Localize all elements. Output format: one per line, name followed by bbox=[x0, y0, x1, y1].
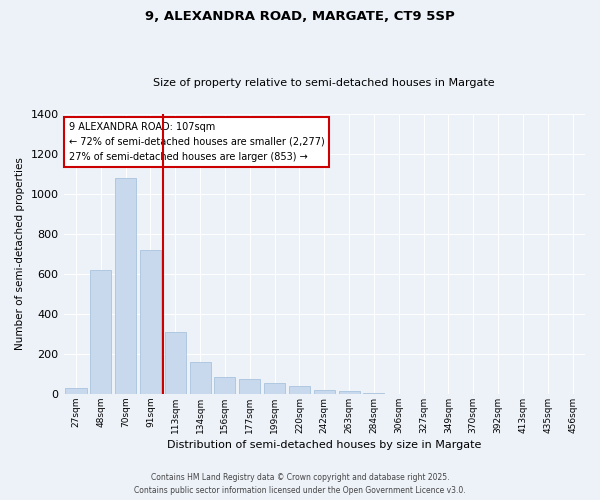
Bar bbox=[338, 391, 359, 394]
Bar bbox=[264, 383, 285, 394]
Text: Contains HM Land Registry data © Crown copyright and database right 2025.
Contai: Contains HM Land Registry data © Crown c… bbox=[134, 473, 466, 495]
Text: 9 ALEXANDRA ROAD: 107sqm
← 72% of semi-detached houses are smaller (2,277)
27% o: 9 ALEXANDRA ROAD: 107sqm ← 72% of semi-d… bbox=[69, 122, 325, 162]
Bar bbox=[190, 362, 211, 394]
Bar bbox=[364, 393, 385, 394]
Bar bbox=[140, 250, 161, 394]
Bar bbox=[214, 377, 235, 394]
Bar bbox=[289, 386, 310, 394]
Text: 9, ALEXANDRA ROAD, MARGATE, CT9 5SP: 9, ALEXANDRA ROAD, MARGATE, CT9 5SP bbox=[145, 10, 455, 23]
Bar bbox=[90, 270, 112, 394]
Bar bbox=[65, 388, 86, 394]
X-axis label: Distribution of semi-detached houses by size in Margate: Distribution of semi-detached houses by … bbox=[167, 440, 481, 450]
Bar bbox=[115, 178, 136, 394]
Y-axis label: Number of semi-detached properties: Number of semi-detached properties bbox=[15, 158, 25, 350]
Title: Size of property relative to semi-detached houses in Margate: Size of property relative to semi-detach… bbox=[154, 78, 495, 88]
Bar bbox=[239, 379, 260, 394]
Bar bbox=[314, 390, 335, 394]
Bar bbox=[165, 332, 186, 394]
